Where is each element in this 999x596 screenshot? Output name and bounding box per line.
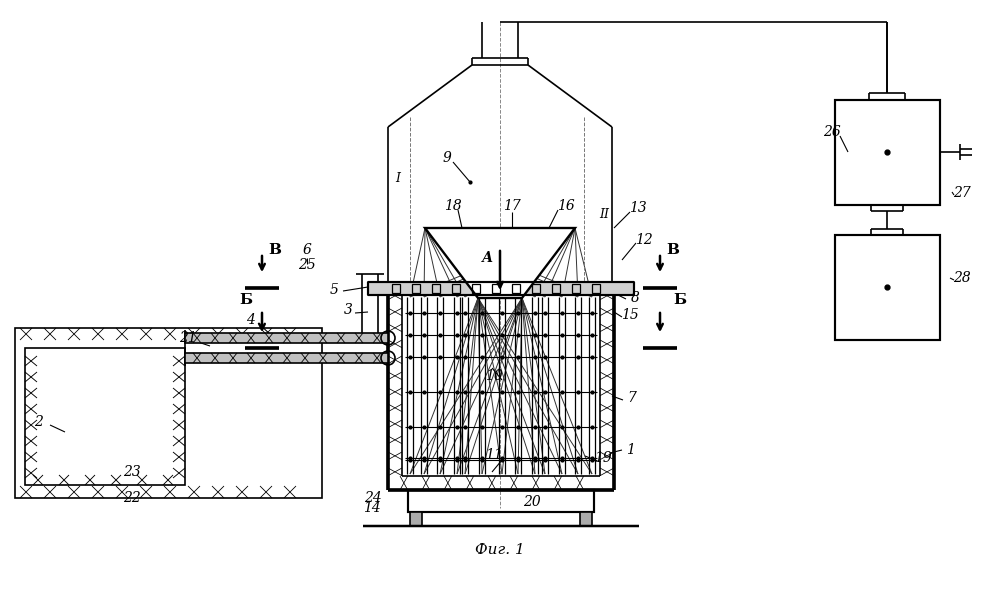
Bar <box>392 284 400 293</box>
Text: 14: 14 <box>363 501 381 515</box>
Bar <box>432 284 440 293</box>
Text: В: В <box>269 243 282 257</box>
Text: 13: 13 <box>629 201 647 215</box>
Bar <box>368 282 634 295</box>
Bar <box>532 284 540 293</box>
Text: А: А <box>482 251 493 265</box>
Text: 17: 17 <box>503 199 520 213</box>
Bar <box>835 100 940 205</box>
Bar <box>552 284 560 293</box>
Text: 11: 11 <box>486 448 502 462</box>
Text: 26: 26 <box>823 125 841 139</box>
Text: 21: 21 <box>179 331 197 345</box>
Bar <box>15 328 322 498</box>
Text: Фиг. 1: Фиг. 1 <box>476 543 524 557</box>
Text: 1: 1 <box>625 443 634 457</box>
Text: 19: 19 <box>594 451 611 465</box>
Text: 15: 15 <box>621 308 639 322</box>
Text: 12: 12 <box>635 233 653 247</box>
Text: 22: 22 <box>123 491 141 505</box>
Text: II: II <box>599 209 609 222</box>
Bar <box>592 284 600 293</box>
Text: 3: 3 <box>344 303 353 317</box>
Text: 5: 5 <box>330 283 339 297</box>
Text: 2: 2 <box>34 415 42 429</box>
Text: 16: 16 <box>557 199 574 213</box>
Bar <box>492 284 500 293</box>
Bar <box>472 284 480 293</box>
Bar <box>512 284 520 293</box>
Bar <box>580 512 592 526</box>
Text: 4: 4 <box>246 313 255 327</box>
Text: I: I <box>396 172 401 185</box>
Text: В: В <box>666 243 679 257</box>
Bar <box>412 284 420 293</box>
Text: 9: 9 <box>443 151 452 165</box>
Text: 27: 27 <box>953 186 971 200</box>
Polygon shape <box>425 228 575 298</box>
Text: Б: Б <box>240 293 253 307</box>
Text: 10: 10 <box>486 369 502 383</box>
Bar <box>572 284 580 293</box>
Text: 8: 8 <box>630 291 639 305</box>
Text: 24: 24 <box>364 491 382 505</box>
Text: 18: 18 <box>445 199 462 213</box>
Text: 20: 20 <box>523 495 540 509</box>
Bar <box>185 333 388 343</box>
Text: Б: Б <box>673 293 686 307</box>
Text: 25: 25 <box>298 258 316 272</box>
Bar <box>25 348 185 485</box>
Text: 7: 7 <box>627 391 636 405</box>
Text: 23: 23 <box>123 465 141 479</box>
Bar <box>410 512 422 526</box>
Text: 28: 28 <box>953 271 971 285</box>
Text: 6: 6 <box>303 243 312 257</box>
Bar <box>408 490 594 512</box>
Bar <box>185 353 388 363</box>
Bar <box>835 235 940 340</box>
Bar <box>452 284 460 293</box>
